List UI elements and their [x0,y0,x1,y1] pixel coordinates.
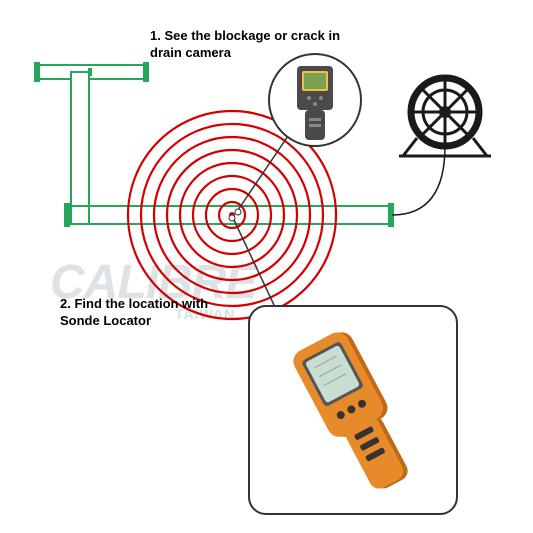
step2-label: 2. Find the location with Sonde Locator [60,296,240,330]
sonde-locator-device [250,307,460,517]
locator-callout-frame [248,305,458,515]
step1-label: 1. See the blockage or crack in drain ca… [150,28,370,62]
cable-reel [399,78,491,156]
diagram-canvas: CALIBRE TAIWAN [0,0,533,533]
